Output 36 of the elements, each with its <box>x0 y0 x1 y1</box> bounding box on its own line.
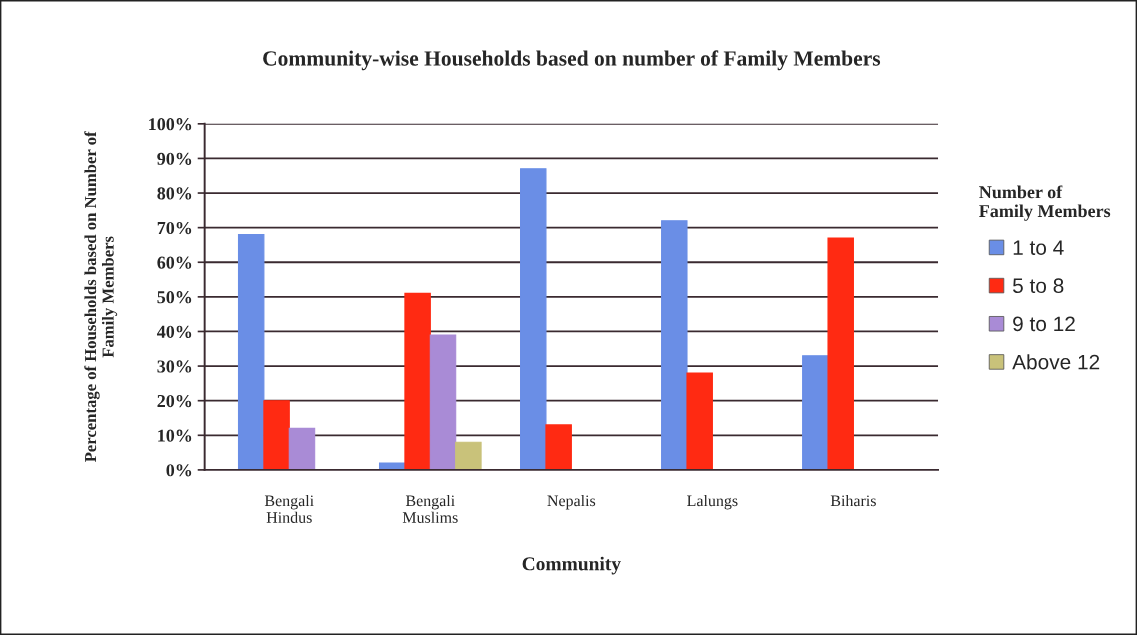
y-tick-label: 70% <box>157 221 192 235</box>
bar <box>661 220 688 470</box>
x-tick-label: Lalungs <box>687 494 738 510</box>
y-tick-label: 50% <box>157 291 192 304</box>
bar <box>520 168 547 470</box>
y-tick-label: 0% <box>166 464 192 477</box>
bar <box>827 237 854 470</box>
legend-label: 5 to 8 <box>1012 278 1064 294</box>
legend-label: Above 12 <box>1012 354 1100 370</box>
x-tick-label: Bengali Hindus <box>264 494 314 523</box>
y-axis-title: Percentage of Households based on Number of Family Members <box>84 131 118 463</box>
bar <box>237 234 265 470</box>
y-tick-label: 80% <box>157 187 192 200</box>
bar <box>429 334 457 470</box>
y-tick-label: 30% <box>157 360 192 373</box>
bar <box>404 292 431 470</box>
x-axis-title: Community <box>522 556 621 575</box>
y-tick-label: 100% <box>149 118 192 131</box>
bar <box>455 441 482 470</box>
x-tick-label: Biharis <box>830 494 876 507</box>
bar <box>686 372 713 470</box>
legend-label: 1 to 4 <box>1013 240 1064 255</box>
chart-title: Community-wise Households based on number of Family Members <box>263 50 881 71</box>
y-tick-label: 10% <box>158 429 192 442</box>
legend-title: Number of Family Members <box>979 185 1111 221</box>
x-tick-label: Nepalis <box>547 494 596 510</box>
bar <box>288 427 316 470</box>
x-tick-label: Bengali Muslims <box>402 494 458 523</box>
y-tick-label: 40% <box>156 325 192 338</box>
y-tick-label: 90% <box>157 152 192 165</box>
y-tick-label: 60% <box>157 256 192 269</box>
y-tick-label: 20% <box>157 394 192 408</box>
bar <box>263 400 290 470</box>
legend-label: 9 to 12 <box>1013 316 1075 332</box>
bar <box>802 355 829 470</box>
bar <box>545 424 572 470</box>
